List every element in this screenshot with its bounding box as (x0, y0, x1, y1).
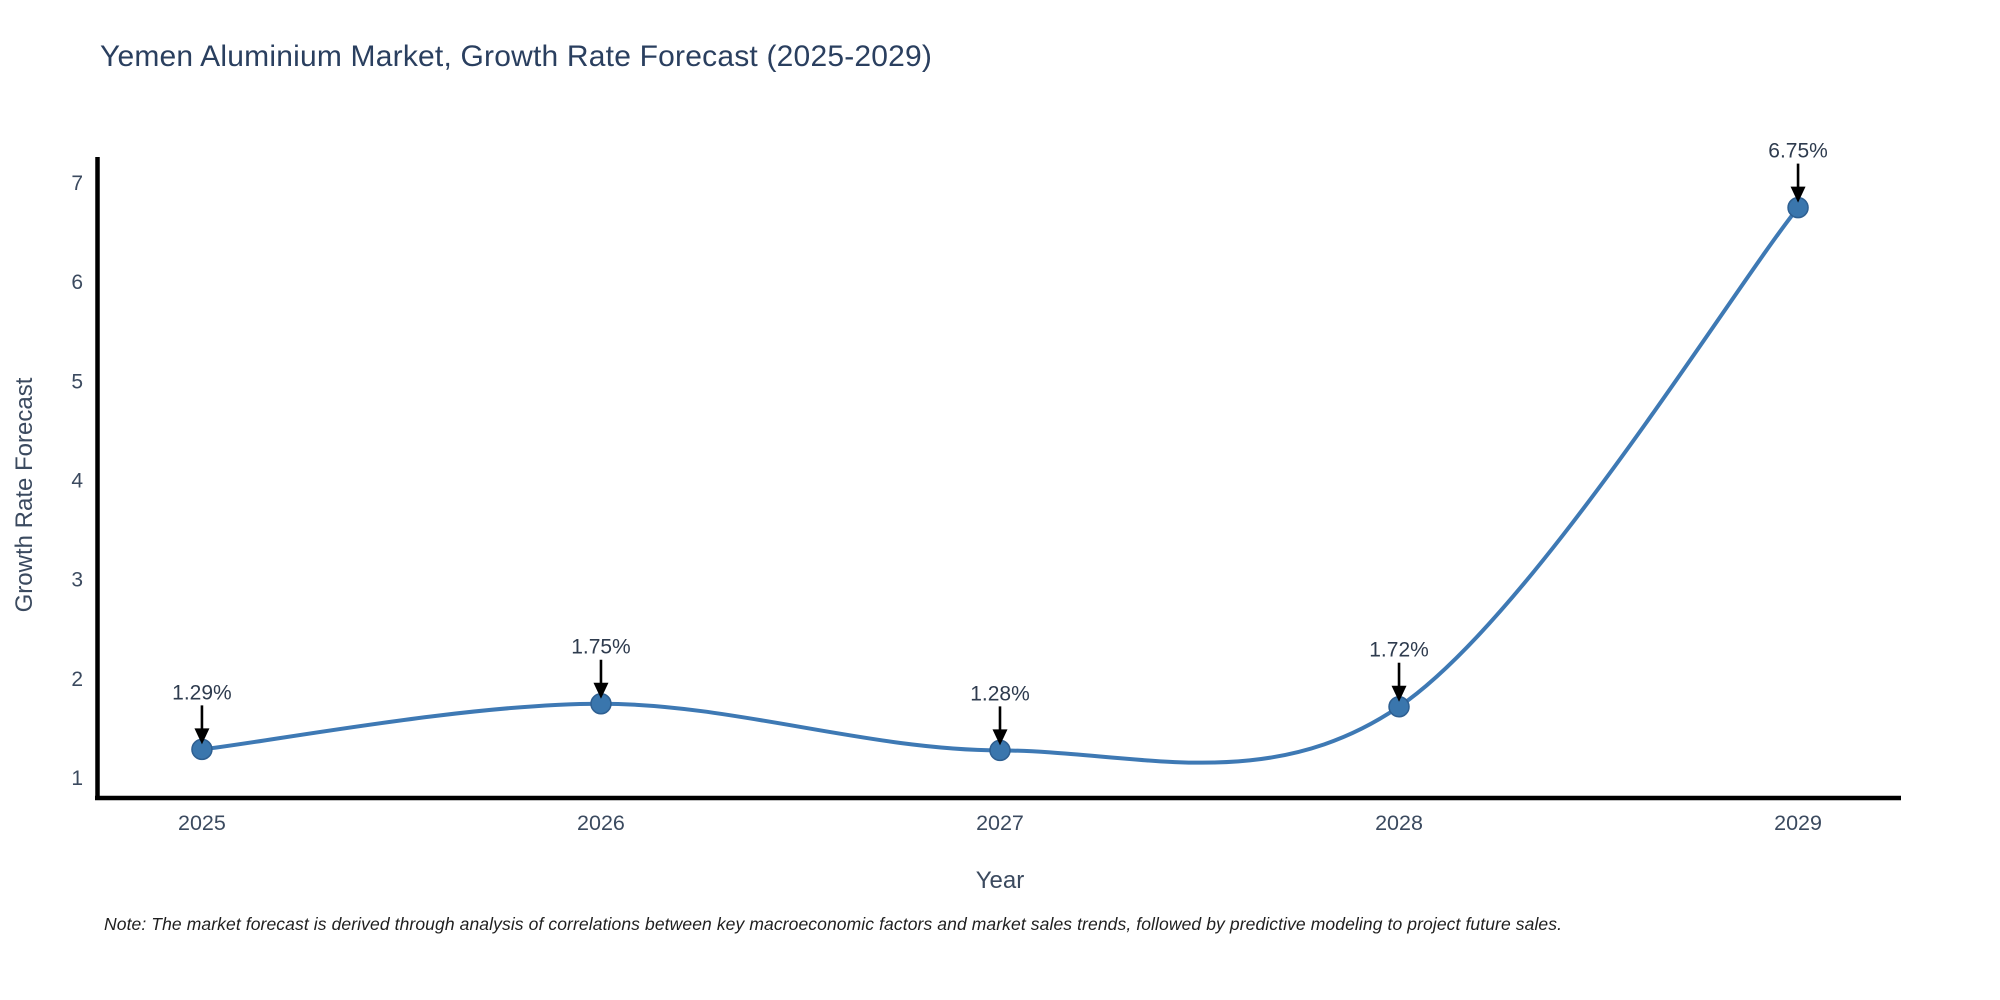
chart-title: Yemen Aluminium Market, Growth Rate Fore… (100, 40, 933, 73)
annotation-label: 6.75% (1768, 140, 1828, 163)
y-tick-label: 6 (71, 271, 83, 294)
y-tick-label: 1 (71, 767, 83, 790)
series-layer (191, 196, 1809, 765)
y-tick-label: 5 (71, 370, 83, 393)
y-tick-label: 7 (71, 172, 83, 195)
x-tick-label: 2026 (577, 811, 625, 835)
annotation-arrowhead (1790, 186, 1806, 203)
annotation-layer: 1.29% 1.75% 1.28% 1.72% 6.75% (172, 140, 1828, 746)
y-tick-label: 2 (71, 668, 83, 691)
annotation-label: 1.75% (571, 636, 631, 659)
annotation-arrowhead (1391, 685, 1407, 702)
annotation-label: 1.29% (172, 681, 232, 704)
y-tick-label: 4 (71, 469, 83, 492)
x-tick-label: 2027 (976, 811, 1024, 835)
y-tick-label: 3 (71, 569, 83, 592)
annotation-arrowhead (593, 682, 609, 699)
footnote: Note: The market forecast is derived thr… (104, 914, 1563, 934)
x-tick-label: 2025 (178, 811, 226, 835)
annotation-label: 1.72% (1369, 639, 1429, 662)
axes-layer: 1 2 3 4 5 6 7 2025 2026 2027 2028 2029 (71, 157, 1901, 835)
annotation-arrowhead (194, 728, 210, 745)
x-axis-title: Year (976, 867, 1025, 894)
x-tick-label: 2029 (1774, 811, 1822, 835)
annotation-label: 1.28% (970, 682, 1030, 705)
x-tick-label: 2028 (1375, 811, 1423, 835)
annotation-arrowhead (992, 729, 1008, 746)
y-axis-title: Growth Rate Forecast (11, 377, 38, 612)
series-line (199, 205, 1801, 765)
